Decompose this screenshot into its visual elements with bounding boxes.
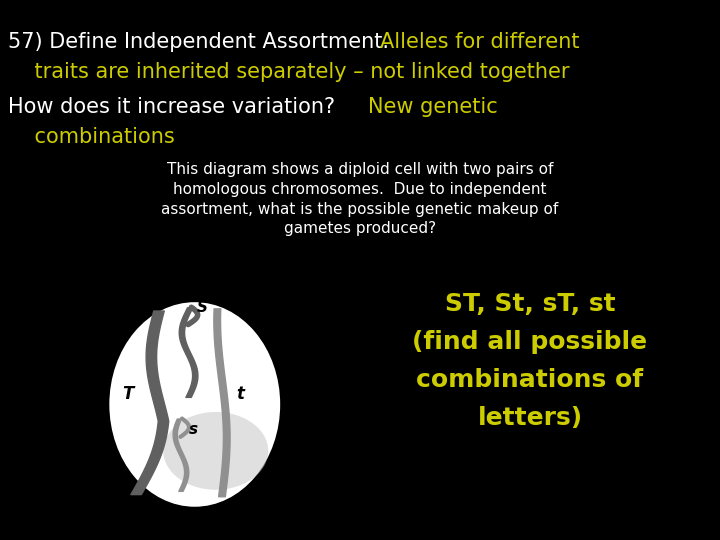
Text: s: s	[189, 422, 199, 437]
Text: S: S	[197, 300, 208, 315]
Ellipse shape	[163, 412, 269, 490]
Text: traits are inherited separately – not linked together: traits are inherited separately – not li…	[8, 62, 570, 82]
Text: This diagram shows a diploid cell with two pairs of
homologous chromosomes.  Due: This diagram shows a diploid cell with t…	[161, 162, 559, 237]
Text: ST, St, sT, st: ST, St, sT, st	[445, 292, 616, 316]
Text: Alleles for different: Alleles for different	[380, 32, 580, 52]
Text: (find all possible: (find all possible	[413, 330, 647, 354]
Text: t: t	[237, 384, 245, 403]
Text: letters): letters)	[477, 406, 582, 430]
Ellipse shape	[108, 301, 282, 508]
Text: New genetic: New genetic	[368, 97, 498, 117]
Text: combinations: combinations	[8, 127, 175, 147]
Text: T: T	[122, 384, 134, 403]
Text: combinations of: combinations of	[416, 368, 644, 392]
Text: How does it increase variation?: How does it increase variation?	[8, 97, 335, 117]
Text: 57) Define Independent Assortment.: 57) Define Independent Assortment.	[8, 32, 389, 52]
